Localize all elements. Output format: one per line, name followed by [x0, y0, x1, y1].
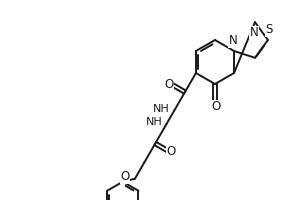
Text: O: O — [164, 78, 174, 91]
Text: NH: NH — [146, 117, 162, 127]
Text: NH: NH — [153, 104, 170, 114]
Text: S: S — [265, 23, 273, 36]
Text: O: O — [121, 170, 130, 183]
Text: O: O — [212, 100, 220, 114]
Text: N: N — [250, 26, 258, 39]
Text: O: O — [167, 145, 176, 158]
Text: N: N — [229, 34, 237, 47]
